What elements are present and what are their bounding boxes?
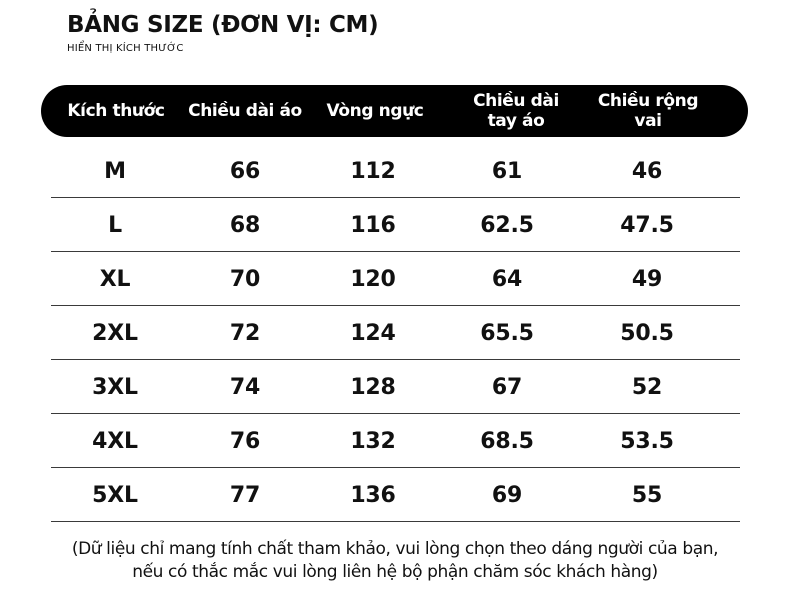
disclaimer-line-2: nếu có thắc mắc vui lòng liên hệ bộ phận… [132,562,658,582]
cell-shoulder-width: 55 [631,482,663,508]
table-row: 5XL 77 136 69 55 [51,468,740,522]
disclaimer-note: (Dữ liệu chỉ mang tính chất tham khảo, v… [0,538,790,584]
cell-chest: 132 [350,428,396,454]
cell-sleeve-length: 65.5 [480,320,534,346]
table-row: L 68 116 62.5 47.5 [51,198,740,252]
header-sleeve-length-line-2: tay áo [487,111,545,131]
cell-size: 2XL [92,320,138,346]
header-shoulder-width-line-2: vai [634,111,662,131]
disclaimer-line-1: (Dữ liệu chỉ mang tính chất tham khảo, v… [71,539,719,559]
header-shirt-length: Chiều dài áo [183,85,307,137]
page-subtitle: HIỂN THỊ KÍCH THƯỚC [67,43,184,54]
cell-shoulder-width: 50.5 [620,320,674,346]
header-chest: Vòng ngực [313,85,437,137]
cell-shirt-length: 68 [229,212,261,238]
header-size: Kích thước [41,85,191,137]
cell-size: L [108,212,122,238]
header-sleeve-length: Chiều dài tay áo [451,85,581,137]
cell-shirt-length: 72 [229,320,261,346]
table-row: 2XL 72 124 65.5 50.5 [51,306,740,360]
cell-size: 5XL [92,482,138,508]
header-size-line-1: Kích thước [67,101,165,121]
cell-shoulder-width: 49 [631,266,663,292]
cell-chest: 116 [350,212,396,238]
cell-sleeve-length: 61 [491,158,523,184]
cell-shirt-length: 70 [229,266,261,292]
cell-sleeve-length: 67 [491,374,523,400]
table-header: Kích thước Chiều dài áo Vòng ngực Chiều … [41,85,748,137]
cell-shoulder-width: 53.5 [620,428,674,454]
header-shoulder-width: Chiều rộng vai [583,85,713,137]
cell-shoulder-width: 47.5 [620,212,674,238]
table-row: XL 70 120 64 49 [51,252,740,306]
cell-size: 3XL [92,374,138,400]
cell-sleeve-length: 62.5 [480,212,534,238]
cell-sleeve-length: 64 [491,266,523,292]
table-row: 3XL 74 128 67 52 [51,360,740,414]
header-shirt-length-line-1: Chiều dài áo [188,101,302,121]
cell-chest: 120 [350,266,396,292]
cell-chest: 136 [350,482,396,508]
header-sleeve-length-line-1: Chiều dài [473,91,559,111]
cell-size: M [104,158,126,184]
page-title: BẢNG SIZE (ĐƠN VỊ: CM) [67,12,379,38]
cell-size: XL [99,266,131,292]
cell-chest: 124 [350,320,396,346]
cell-chest: 128 [350,374,396,400]
cell-sleeve-length: 68.5 [480,428,534,454]
size-table-body: M 66 112 61 46 L 68 116 62.5 47.5 XL 70 … [51,144,740,522]
cell-shoulder-width: 52 [631,374,663,400]
cell-shirt-length: 74 [229,374,261,400]
cell-size: 4XL [92,428,138,454]
cell-shirt-length: 66 [229,158,261,184]
cell-shoulder-width: 46 [631,158,663,184]
table-row: 4XL 76 132 68.5 53.5 [51,414,740,468]
table-row: M 66 112 61 46 [51,144,740,198]
header-chest-line-1: Vòng ngực [326,101,424,121]
cell-shirt-length: 76 [229,428,261,454]
cell-shirt-length: 77 [229,482,261,508]
cell-chest: 112 [350,158,396,184]
cell-sleeve-length: 69 [491,482,523,508]
header-shoulder-width-line-1: Chiều rộng [597,91,699,111]
